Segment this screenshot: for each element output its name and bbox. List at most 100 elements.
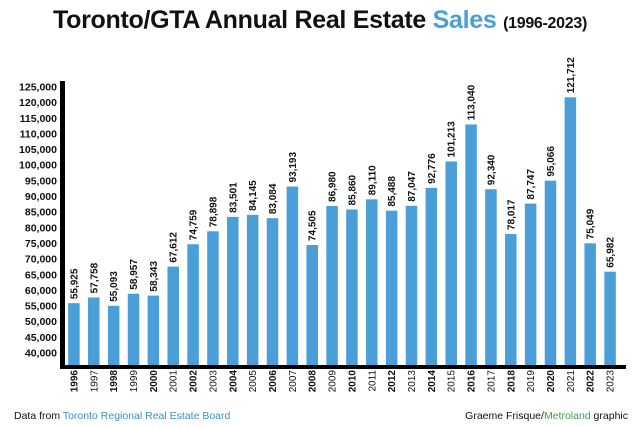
x-tick-label: 2004 (228, 370, 239, 393)
data-label: 74,505 (308, 210, 319, 241)
bar (584, 243, 596, 365)
x-tick-label: 2017 (486, 370, 497, 393)
y-tick-label: 80,000 (25, 222, 57, 234)
x-tick-label: 2016 (467, 370, 478, 393)
y-tick-label: 70,000 (25, 254, 57, 266)
x-tick-label: 2022 (586, 370, 597, 393)
bar (465, 124, 477, 365)
bar (604, 271, 616, 365)
bar (246, 214, 259, 365)
data-label: 86,980 (328, 171, 339, 202)
x-tick-label: 2012 (387, 370, 398, 393)
bar (187, 244, 199, 365)
source-link: Toronto Regional Real Estate Board (62, 410, 231, 422)
bar (127, 293, 140, 365)
x-tick-label: 2000 (149, 370, 160, 393)
bar (286, 186, 299, 365)
x-tick-label: 2002 (189, 370, 200, 393)
y-tick-label: 125,000 (19, 82, 57, 94)
data-label: 101,213 (447, 121, 458, 158)
y-tick-label: 60,000 (25, 285, 57, 297)
data-label: 83,501 (228, 182, 239, 213)
y-tick-label: 95,000 (25, 175, 57, 187)
data-label: 89,110 (367, 165, 378, 195)
y-tick-label: 85,000 (25, 207, 57, 219)
y-tick-label: 50,000 (25, 316, 57, 328)
x-tick-label: 2020 (546, 370, 557, 393)
data-label: 92,776 (427, 153, 438, 184)
data-label: 113,040 (467, 84, 478, 120)
y-tick-label: 65,000 (25, 269, 57, 281)
data-label: 93,193 (288, 152, 299, 183)
y-tick-label: 100,000 (19, 160, 57, 172)
bar (147, 295, 160, 365)
data-source-note: Data from Toronto Regional Real Estate B… (14, 410, 230, 422)
credit-suffix: graphic (590, 410, 628, 422)
bar (366, 199, 378, 365)
bar (425, 187, 438, 365)
bar (346, 209, 358, 365)
data-label: 83,084 (268, 183, 279, 214)
x-tick-label: 2019 (526, 370, 537, 393)
x-tick-label: 2013 (407, 370, 418, 393)
x-tick-label: 1999 (129, 370, 140, 393)
x-tick-label: 2010 (347, 370, 358, 393)
data-label: 74,759 (189, 209, 200, 240)
bar (227, 216, 239, 365)
bar (88, 297, 100, 365)
data-label: 78,898 (208, 196, 219, 227)
bar (524, 203, 537, 365)
bar (485, 189, 497, 365)
title-highlight: Sales (432, 6, 497, 34)
x-tick-label: 2005 (248, 370, 259, 393)
data-label: 75,049 (586, 208, 597, 239)
y-axis-line (60, 81, 65, 369)
data-label: 95,066 (546, 146, 557, 177)
bar (306, 245, 318, 365)
source-prefix: Data from (14, 410, 63, 422)
data-label: 87,047 (407, 171, 418, 202)
data-label: 67,612 (169, 232, 180, 263)
data-label: 58,957 (129, 259, 140, 290)
data-label: 57,758 (89, 262, 100, 293)
y-tick-label: 115,000 (20, 113, 58, 125)
x-tick-label: 1997 (89, 370, 100, 393)
x-tick-label: 2015 (447, 370, 458, 393)
x-tick-label: 2018 (506, 370, 517, 393)
bar (207, 231, 219, 365)
bar (544, 180, 557, 365)
x-tick-label: 2008 (308, 370, 319, 393)
bar (405, 205, 418, 365)
data-label: 84,145 (248, 180, 259, 211)
credit-prefix: Graeme Frisque/ (465, 410, 544, 422)
bar (564, 97, 577, 366)
x-tick-label: 2014 (427, 370, 438, 393)
data-label: 92,340 (486, 154, 497, 185)
data-label: 87,747 (526, 169, 537, 200)
x-tick-label: 2001 (169, 370, 180, 393)
bar (107, 305, 120, 365)
bar (167, 266, 179, 365)
y-tick-label: 90,000 (25, 191, 57, 203)
x-tick-label: 2007 (288, 370, 299, 393)
bar (68, 303, 80, 365)
chart-title: Toronto/GTA Annual Real Estate Sales (19… (0, 6, 640, 35)
credit-highlight: Metroland (543, 410, 591, 422)
data-label: 55,093 (109, 271, 120, 302)
data-label: 85,488 (387, 176, 398, 207)
x-tick-label: 1998 (109, 370, 120, 393)
x-tick-label: 2006 (268, 370, 279, 393)
bar (266, 218, 279, 365)
y-tick-label: 40,000 (25, 348, 57, 360)
data-label: 65,982 (606, 237, 617, 268)
y-tick-label: 105,000 (19, 144, 57, 156)
bar (385, 210, 398, 365)
x-tick-label: 1996 (69, 370, 80, 393)
data-label: 78,017 (506, 199, 517, 230)
title-years: (1996-2023) (503, 15, 587, 32)
x-tick-label: 2021 (566, 370, 577, 393)
y-tick-label: 75,000 (25, 238, 57, 250)
data-label: 121,712 (566, 57, 577, 94)
y-tick-label: 110,000 (20, 128, 58, 140)
bar (505, 234, 517, 365)
